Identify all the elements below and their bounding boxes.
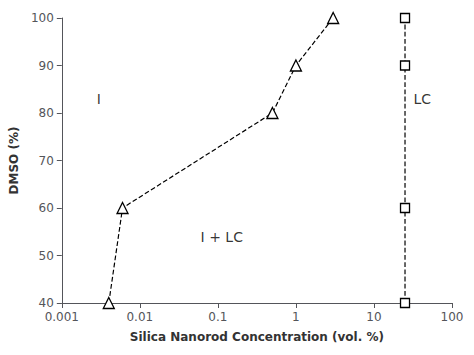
- svg-text:60: 60: [39, 201, 54, 215]
- svg-text:40: 40: [39, 296, 54, 310]
- svg-text:50: 50: [39, 249, 54, 263]
- svg-text:100: 100: [31, 11, 54, 25]
- svg-text:I + LC: I + LC: [201, 229, 244, 245]
- svg-text:0.1: 0.1: [208, 310, 227, 324]
- svg-text:90: 90: [39, 59, 54, 73]
- svg-text:1: 1: [292, 310, 300, 324]
- svg-text:Silica Nanorod Concentration (: Silica Nanorod Concentration (vol. %): [130, 330, 384, 344]
- svg-text:100: 100: [441, 310, 464, 324]
- svg-text:I: I: [97, 91, 101, 107]
- svg-text:0.01: 0.01: [126, 310, 153, 324]
- svg-text:0.001: 0.001: [45, 310, 79, 324]
- svg-text:10: 10: [366, 310, 381, 324]
- svg-text:DMSO (%): DMSO (%): [7, 127, 21, 195]
- svg-text:80: 80: [39, 106, 54, 120]
- svg-text:70: 70: [39, 154, 54, 168]
- svg-text:LC: LC: [413, 91, 431, 107]
